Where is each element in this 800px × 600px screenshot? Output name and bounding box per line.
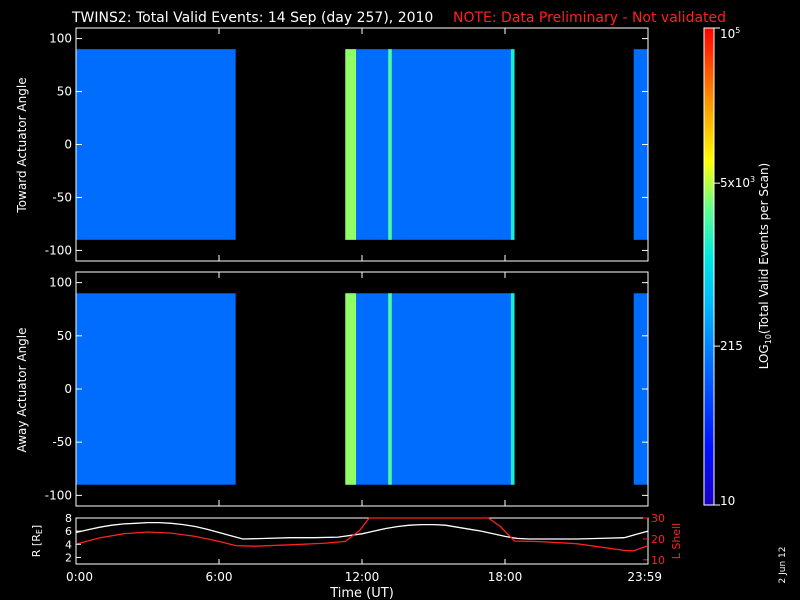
colorbar-tick-label: 5x103: [720, 175, 755, 190]
ylabel-r-text: R [R: [30, 534, 43, 557]
ylabel-r-sub: E: [35, 529, 44, 534]
panel-frame-line: [75, 517, 649, 565]
r-series-line: [75, 521, 649, 540]
xtick-label: 12:00: [345, 570, 380, 584]
plot-title: TWINS2: Total Valid Events: 14 Sep (day …: [71, 10, 433, 26]
xtick-label: 6:00: [206, 570, 233, 584]
highlight-band: [510, 49, 515, 240]
colorbar-label-pre: LOG: [757, 344, 771, 369]
colorbar-label-post: (Total Valid Events per Scan): [757, 163, 771, 334]
colorbar-tick-exp: 3: [750, 175, 755, 184]
r-tick-label: 2: [65, 551, 72, 564]
yticks-toward: 100 50 0 -50 -100: [45, 32, 648, 257]
xtick-label: 23:59: [627, 570, 662, 584]
ytick-label: -100: [45, 488, 72, 502]
datestamp: 2 Jun 12: [778, 547, 788, 584]
colorbar-tick-label: 10: [720, 494, 735, 508]
yticks-away: 100 50 0 -50 -100: [45, 276, 648, 502]
colorbar-gradient: [703, 27, 715, 506]
ytick-label: 0: [64, 382, 72, 396]
ytick-label: -50: [52, 190, 72, 204]
data-block: [76, 293, 236, 485]
data-block: [345, 293, 515, 485]
ytick-label: 100: [49, 276, 72, 290]
ylabel-away: Away Actuator Angle: [15, 327, 29, 452]
data-block: [76, 49, 236, 240]
colorbar-tick-base: 10: [720, 494, 735, 508]
r-tick-label: 8: [65, 512, 72, 525]
colorbar-tick-label: 105: [720, 26, 740, 41]
ytick-label: 50: [57, 85, 72, 99]
heatmap-panel-toward: 100 50 0 -50 -100 Toward Actuator Angle: [15, 27, 649, 262]
lshell-tick-label: 20: [651, 533, 665, 546]
xtick-label: 18:00: [488, 570, 523, 584]
ytick-label: 100: [49, 32, 72, 46]
colorbar-tick-base: 215: [720, 339, 743, 353]
ytick-label: -50: [52, 435, 72, 449]
r-tick-label: 4: [65, 538, 72, 551]
ytick-label: 50: [57, 329, 72, 343]
ylabel-r-end: ]: [30, 525, 43, 529]
highlight-band: [345, 49, 357, 240]
xlabel: Time (UT): [329, 586, 394, 600]
ylabel-toward: Toward Actuator Angle: [15, 77, 29, 213]
r-tick-label: 6: [65, 525, 72, 538]
ytick-label: 0: [64, 138, 72, 152]
xtick-label: 0:00: [66, 570, 93, 584]
data-block: [633, 293, 648, 485]
colorbar-tick-base: 10: [720, 27, 735, 41]
note-text: NOTE: Data Preliminary - Not validated: [453, 10, 726, 26]
colorbar-tick-base: 5x10: [720, 176, 750, 190]
heatmap-cells-toward: [76, 49, 648, 240]
ylabel-lshell: L Shell: [670, 523, 683, 559]
colorbar-tick-exp: 5: [735, 26, 740, 35]
heatmap-cells-away: [76, 293, 648, 485]
highlight-band: [510, 293, 515, 485]
highlight-band: [345, 293, 357, 485]
line-series: [75, 517, 649, 552]
lshell-tick-label: 30: [651, 512, 665, 525]
highlight-band: [388, 293, 392, 485]
lshell-series-line: [75, 517, 649, 552]
ytick-label: -100: [45, 243, 72, 257]
highlight-band: [388, 49, 392, 240]
ylabel-r: R [RE]: [30, 525, 44, 557]
heatmap-panel-away: 100 50 0 -50 -100 Away Actuator Angle: [15, 271, 649, 507]
data-block: [633, 49, 648, 240]
colorbar-tick-label: 215: [720, 339, 743, 353]
colorbar-label: LOG10(Total Valid Events per Scan): [757, 163, 773, 370]
colorbar-label-sub: 10: [764, 334, 773, 344]
lshell-tick-label: 10: [651, 554, 665, 567]
data-block: [345, 49, 515, 240]
